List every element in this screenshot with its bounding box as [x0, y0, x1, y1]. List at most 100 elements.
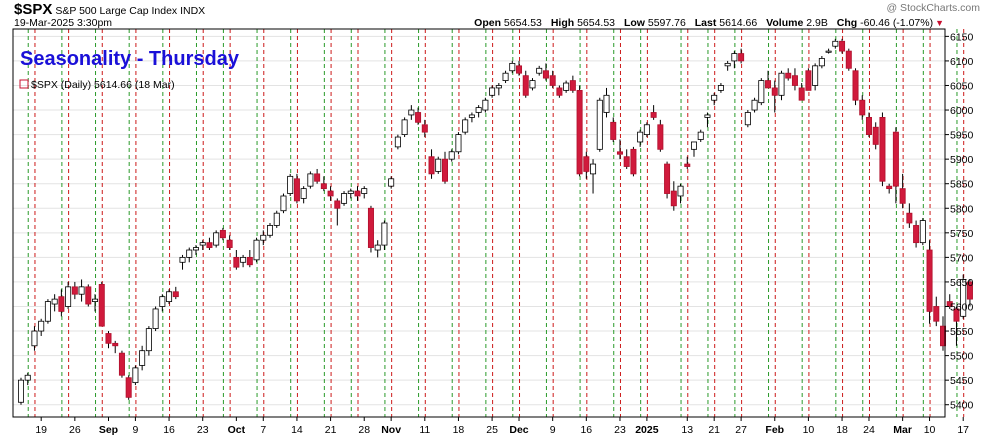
candle — [650, 105, 657, 120]
candle — [630, 146, 637, 177]
candle-body — [482, 99, 489, 111]
candle-body — [51, 298, 58, 305]
candle — [98, 281, 105, 327]
candle — [408, 105, 415, 120]
candle — [657, 119, 664, 152]
candle-body — [219, 229, 226, 239]
candle-body — [293, 178, 300, 202]
candle — [542, 63, 549, 81]
candle-body — [240, 256, 247, 263]
candle — [361, 186, 368, 199]
x-tick-label: 9 — [132, 424, 138, 436]
candle — [529, 78, 536, 91]
candle-body — [516, 65, 523, 74]
candle-body — [684, 163, 691, 167]
candle — [758, 78, 765, 106]
candle-body — [664, 163, 671, 194]
candle — [428, 149, 435, 179]
candle-body — [394, 136, 401, 148]
candle — [287, 173, 294, 196]
last-label: Last — [694, 17, 717, 29]
candle-body — [542, 70, 549, 79]
candle — [246, 250, 253, 268]
candle-body — [529, 80, 536, 89]
candle — [563, 80, 570, 93]
x-tick-label: 17 — [957, 424, 969, 436]
x-tick-label: 18 — [453, 424, 465, 436]
candle — [233, 250, 240, 270]
candle — [596, 97, 603, 152]
x-tick-label: 16 — [580, 424, 592, 436]
candle — [845, 48, 852, 71]
candle-body — [354, 190, 361, 197]
candle — [812, 63, 819, 91]
candle-body — [731, 53, 738, 62]
candle — [105, 331, 112, 349]
candle-body — [509, 62, 516, 72]
x-tick-label: Mar — [893, 424, 912, 436]
candle — [240, 254, 247, 268]
x-tick-label: 18 — [836, 424, 848, 436]
candle-body — [839, 40, 846, 52]
quote-date: 19-Mar-2025 3:30pm — [14, 17, 113, 29]
chart-legend: $SPX (Daily) 5614.66 (18 Mar) — [19, 79, 175, 91]
candle — [865, 112, 872, 138]
candle-body — [421, 124, 428, 133]
candle — [421, 119, 428, 138]
symbol: $SPX — [14, 1, 53, 18]
y-tick-label: 5600 — [950, 301, 974, 313]
x-tick-label: 23 — [197, 424, 209, 436]
stockcharts-credit: @ StockCharts.com — [886, 2, 980, 14]
x-tick-label: 27 — [735, 424, 747, 436]
candle-body — [374, 244, 381, 251]
candle — [738, 48, 745, 64]
candle — [717, 83, 724, 93]
candle-body — [489, 87, 496, 96]
candle — [637, 129, 644, 147]
candle-body — [24, 374, 31, 381]
candle-body — [381, 222, 388, 246]
candle-body — [913, 225, 920, 244]
candle — [38, 318, 45, 336]
candle — [267, 223, 274, 238]
quote-summary: Open 5654.53 High 5654.53 Low 5597.76 La… — [474, 17, 944, 29]
candle — [886, 183, 893, 194]
last-value: 5614.66 — [719, 17, 758, 29]
candle — [583, 151, 590, 179]
candle-body — [852, 70, 859, 101]
candle-body — [832, 40, 839, 47]
candle — [489, 85, 496, 98]
x-tick-label: Oct — [228, 424, 246, 436]
candle-body — [744, 112, 751, 126]
candle — [569, 75, 576, 93]
candle-body — [677, 185, 684, 197]
legend-swatch — [19, 79, 29, 89]
candle — [179, 254, 186, 270]
y-tick-label: 6150 — [950, 31, 974, 43]
candle-body — [92, 298, 99, 302]
change-value: -60.46 (-1.07%) — [860, 17, 934, 29]
candlesticks — [17, 38, 973, 405]
candle — [926, 240, 933, 324]
candle-body — [670, 190, 677, 207]
candle — [347, 188, 354, 199]
candle-body — [596, 99, 603, 150]
x-tick-label: Sep — [99, 424, 118, 436]
candle-body — [711, 94, 718, 101]
candle — [590, 159, 597, 194]
candle — [253, 237, 260, 263]
candle-body — [401, 119, 408, 135]
y-tick-label: 6000 — [950, 105, 974, 117]
candle-body — [273, 212, 280, 226]
candle — [51, 294, 58, 312]
candle — [960, 274, 967, 319]
candle-body — [199, 242, 206, 246]
candle-body — [704, 114, 711, 118]
candle-body — [38, 320, 45, 332]
candle — [118, 350, 125, 378]
candle-body — [791, 75, 798, 86]
candle — [293, 173, 300, 204]
candle-body — [468, 114, 475, 118]
x-tick-label: 26 — [69, 424, 81, 436]
